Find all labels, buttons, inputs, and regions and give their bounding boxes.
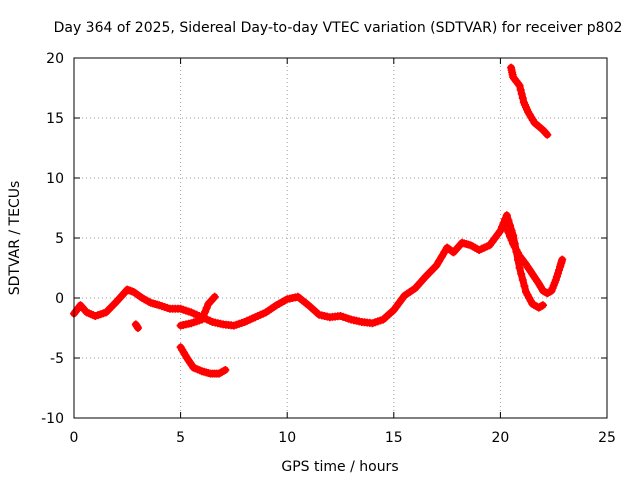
data-point — [504, 228, 513, 237]
data-point — [496, 226, 505, 235]
data-point — [539, 301, 548, 310]
data-point — [517, 270, 526, 278]
series-track-a — [70, 211, 548, 330]
data-point — [447, 247, 456, 256]
series-track-b — [502, 224, 567, 298]
x-tick-label: 15 — [385, 430, 403, 446]
data-point — [133, 324, 142, 332]
data-point — [435, 257, 444, 266]
series-group — [70, 63, 567, 378]
x-tick-label: 10 — [278, 430, 296, 446]
data-point — [517, 90, 526, 98]
data-point — [520, 282, 529, 290]
data-point — [507, 236, 516, 245]
data-point — [542, 129, 551, 138]
x-tick-label: 20 — [491, 430, 509, 446]
y-axis-label: SDTVAR / TECUs — [7, 181, 23, 296]
y-tick-label: 15 — [46, 111, 64, 127]
x-axis-label: GPS time / hours — [281, 459, 398, 475]
chart-title: Day 364 of 2025, Sidereal Day-to-day VTE… — [54, 20, 623, 36]
y-tick-label: -10 — [41, 411, 64, 427]
x-tick-label: 25 — [598, 430, 616, 446]
plot-frame — [73, 57, 608, 419]
data-point — [202, 303, 211, 312]
axis-ticks: 0 5 10 15 20 25 -10 -5 0 5 10 15 20 — [41, 51, 616, 446]
series-track-e — [507, 63, 552, 139]
data-point — [543, 130, 552, 139]
y-tick-label: 20 — [46, 51, 64, 67]
data-point — [210, 292, 219, 301]
data-point — [432, 261, 441, 270]
y-tick-label: 0 — [55, 291, 64, 307]
x-tick-label: 5 — [176, 430, 185, 446]
y-tick-label: -5 — [50, 351, 64, 367]
data-point — [437, 252, 446, 261]
data-point — [515, 264, 524, 272]
series-track-d — [176, 343, 230, 378]
data-point — [201, 307, 210, 316]
data-point — [504, 216, 513, 225]
data-point — [518, 276, 527, 284]
data-point — [221, 366, 230, 374]
data-point — [558, 255, 567, 264]
series-track-c — [176, 292, 219, 330]
data-point — [502, 224, 511, 233]
data-point — [518, 94, 527, 103]
data-point — [199, 311, 208, 320]
data-point — [502, 211, 511, 220]
x-tick-label: 0 — [70, 430, 79, 446]
y-tick-label: 5 — [55, 231, 64, 247]
data-point — [197, 315, 206, 324]
y-tick-label: 10 — [46, 171, 64, 187]
grid — [74, 58, 607, 418]
data-point — [440, 248, 449, 257]
data-point — [505, 232, 514, 241]
data-point — [499, 219, 508, 227]
data-point — [219, 366, 228, 375]
data-point — [515, 81, 524, 90]
series-track-f — [131, 320, 142, 332]
data-point — [516, 85, 525, 94]
data-point — [209, 294, 218, 303]
